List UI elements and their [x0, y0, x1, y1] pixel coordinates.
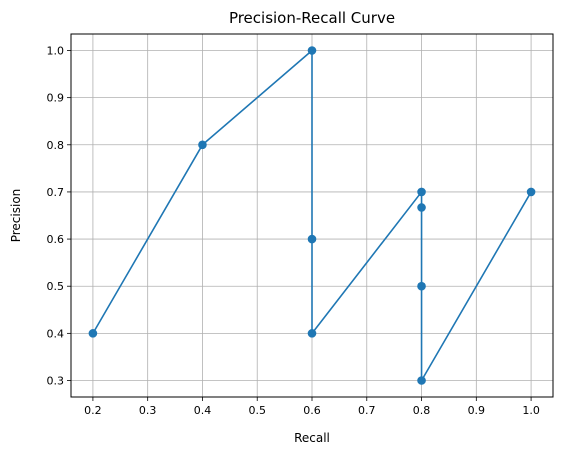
y-tick-label: 1.0 [47, 45, 65, 58]
series-line [92, 49, 532, 382]
y-tick-label: 0.7 [47, 186, 65, 199]
data-point [198, 140, 207, 150]
x-axis-label: Recall [294, 431, 330, 445]
y-tick-label: 0.9 [47, 92, 65, 105]
y-tick-label: 0.3 [47, 375, 65, 388]
series-layer [88, 46, 536, 385]
y-tick-label: 0.4 [47, 327, 65, 340]
data-point [307, 329, 317, 338]
x-tick-label: 0.7 [358, 404, 376, 417]
y-tick-label: 0.8 [47, 139, 65, 152]
data-point [307, 46, 317, 55]
data-point [88, 329, 98, 338]
chart-title: Precision-Recall Curve [229, 9, 395, 27]
data-point [307, 234, 317, 244]
x-tick-label: 0.2 [84, 404, 102, 417]
ticks: 0.2 0.3 0.4 0.5 0.6 0.7 0.8 0.9 1.0 0.3 0.4 0.5 0.6 0… [47, 45, 540, 418]
data-point [417, 376, 426, 385]
data-point [526, 187, 536, 197]
x-tick-label: 1.0 [522, 404, 540, 417]
x-tick-label: 0.3 [139, 404, 157, 417]
data-point [417, 281, 426, 291]
x-tick-label: 0.4 [194, 404, 212, 417]
data-point [417, 203, 426, 212]
x-tick-label: 0.9 [468, 404, 486, 417]
y-tick-label: 0.5 [47, 280, 65, 293]
data-point [417, 187, 426, 197]
x-tick-label: 0.5 [248, 404, 266, 417]
y-axis-label: Precision [9, 189, 23, 243]
x-tick-label: 0.8 [413, 404, 431, 417]
y-tick-label: 0.6 [47, 233, 65, 246]
x-tick-label: 0.6 [303, 404, 321, 417]
